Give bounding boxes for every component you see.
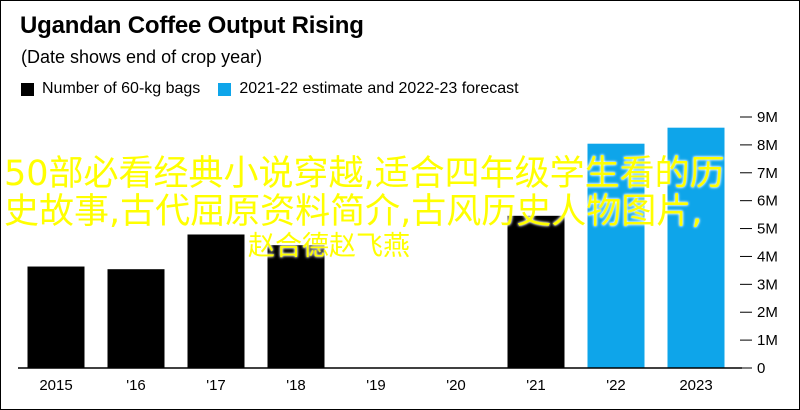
- x-tick-label: '18: [286, 377, 306, 394]
- y-tick-label: 4M: [757, 248, 778, 265]
- legend-label-actual: Number of 60-kg bags: [42, 80, 201, 97]
- chart-title: Ugandan Coffee Output Rising: [20, 12, 364, 39]
- x-tick-label: '19: [366, 377, 386, 394]
- bar-actual-1: [107, 269, 165, 368]
- chart-subtitle: (Date shows end of crop year): [21, 47, 263, 67]
- chart-legend: Number of 60-kg bags 2021-22 estimate an…: [21, 80, 537, 98]
- overlay-line-3: 赵合德赵飞燕: [248, 231, 410, 262]
- y-tick-label: 1M: [757, 332, 778, 349]
- bar-actual-3: [267, 245, 325, 368]
- bar-actual-6: [507, 215, 565, 368]
- bar-actual-2: [187, 234, 245, 368]
- x-tick-label: '21: [526, 377, 546, 394]
- bar-forecast-7: [587, 143, 645, 368]
- y-tick-label: 6M: [757, 193, 778, 210]
- legend-swatch-forecast: [218, 82, 232, 96]
- watermark-overlay-text: 50部必看经典小说穿越,适合四年级学生看的历 史故事,古代屈原资料简介,古风历史…: [4, 155, 764, 263]
- x-tick-label: 2015: [39, 377, 72, 394]
- legend-label-forecast: 2021-22 estimate and 2022-23 forecast: [239, 80, 519, 97]
- x-tick-label: '17: [206, 377, 226, 394]
- legend-item-actual: Number of 60-kg bags: [21, 80, 200, 98]
- overlay-line-1: 50部必看经典小说穿越,适合四年级学生看的历: [4, 154, 725, 194]
- y-tick-label: 0: [757, 360, 765, 377]
- y-tick-label: 5M: [757, 221, 778, 238]
- y-tick-label: 9M: [757, 109, 778, 126]
- x-tick-label: '20: [446, 377, 466, 394]
- y-tick-label: 8M: [757, 137, 778, 154]
- y-tick-label: 2M: [757, 304, 778, 321]
- bar-forecast-8: [667, 127, 725, 369]
- x-tick-label: '22: [606, 377, 626, 394]
- bar-actual-0: [27, 266, 85, 368]
- y-tick-label: 7M: [757, 165, 778, 182]
- legend-swatch-actual: [21, 82, 34, 96]
- x-tick-label: '16: [126, 377, 146, 394]
- x-tick-label: 2023: [679, 377, 712, 394]
- overlay-line-2: 史故事,古代屈原资料简介,古风历史人物图片,: [4, 192, 703, 232]
- legend-item-forecast: 2021-22 estimate and 2022-23 forecast: [218, 80, 519, 98]
- y-tick-label: 3M: [757, 276, 778, 293]
